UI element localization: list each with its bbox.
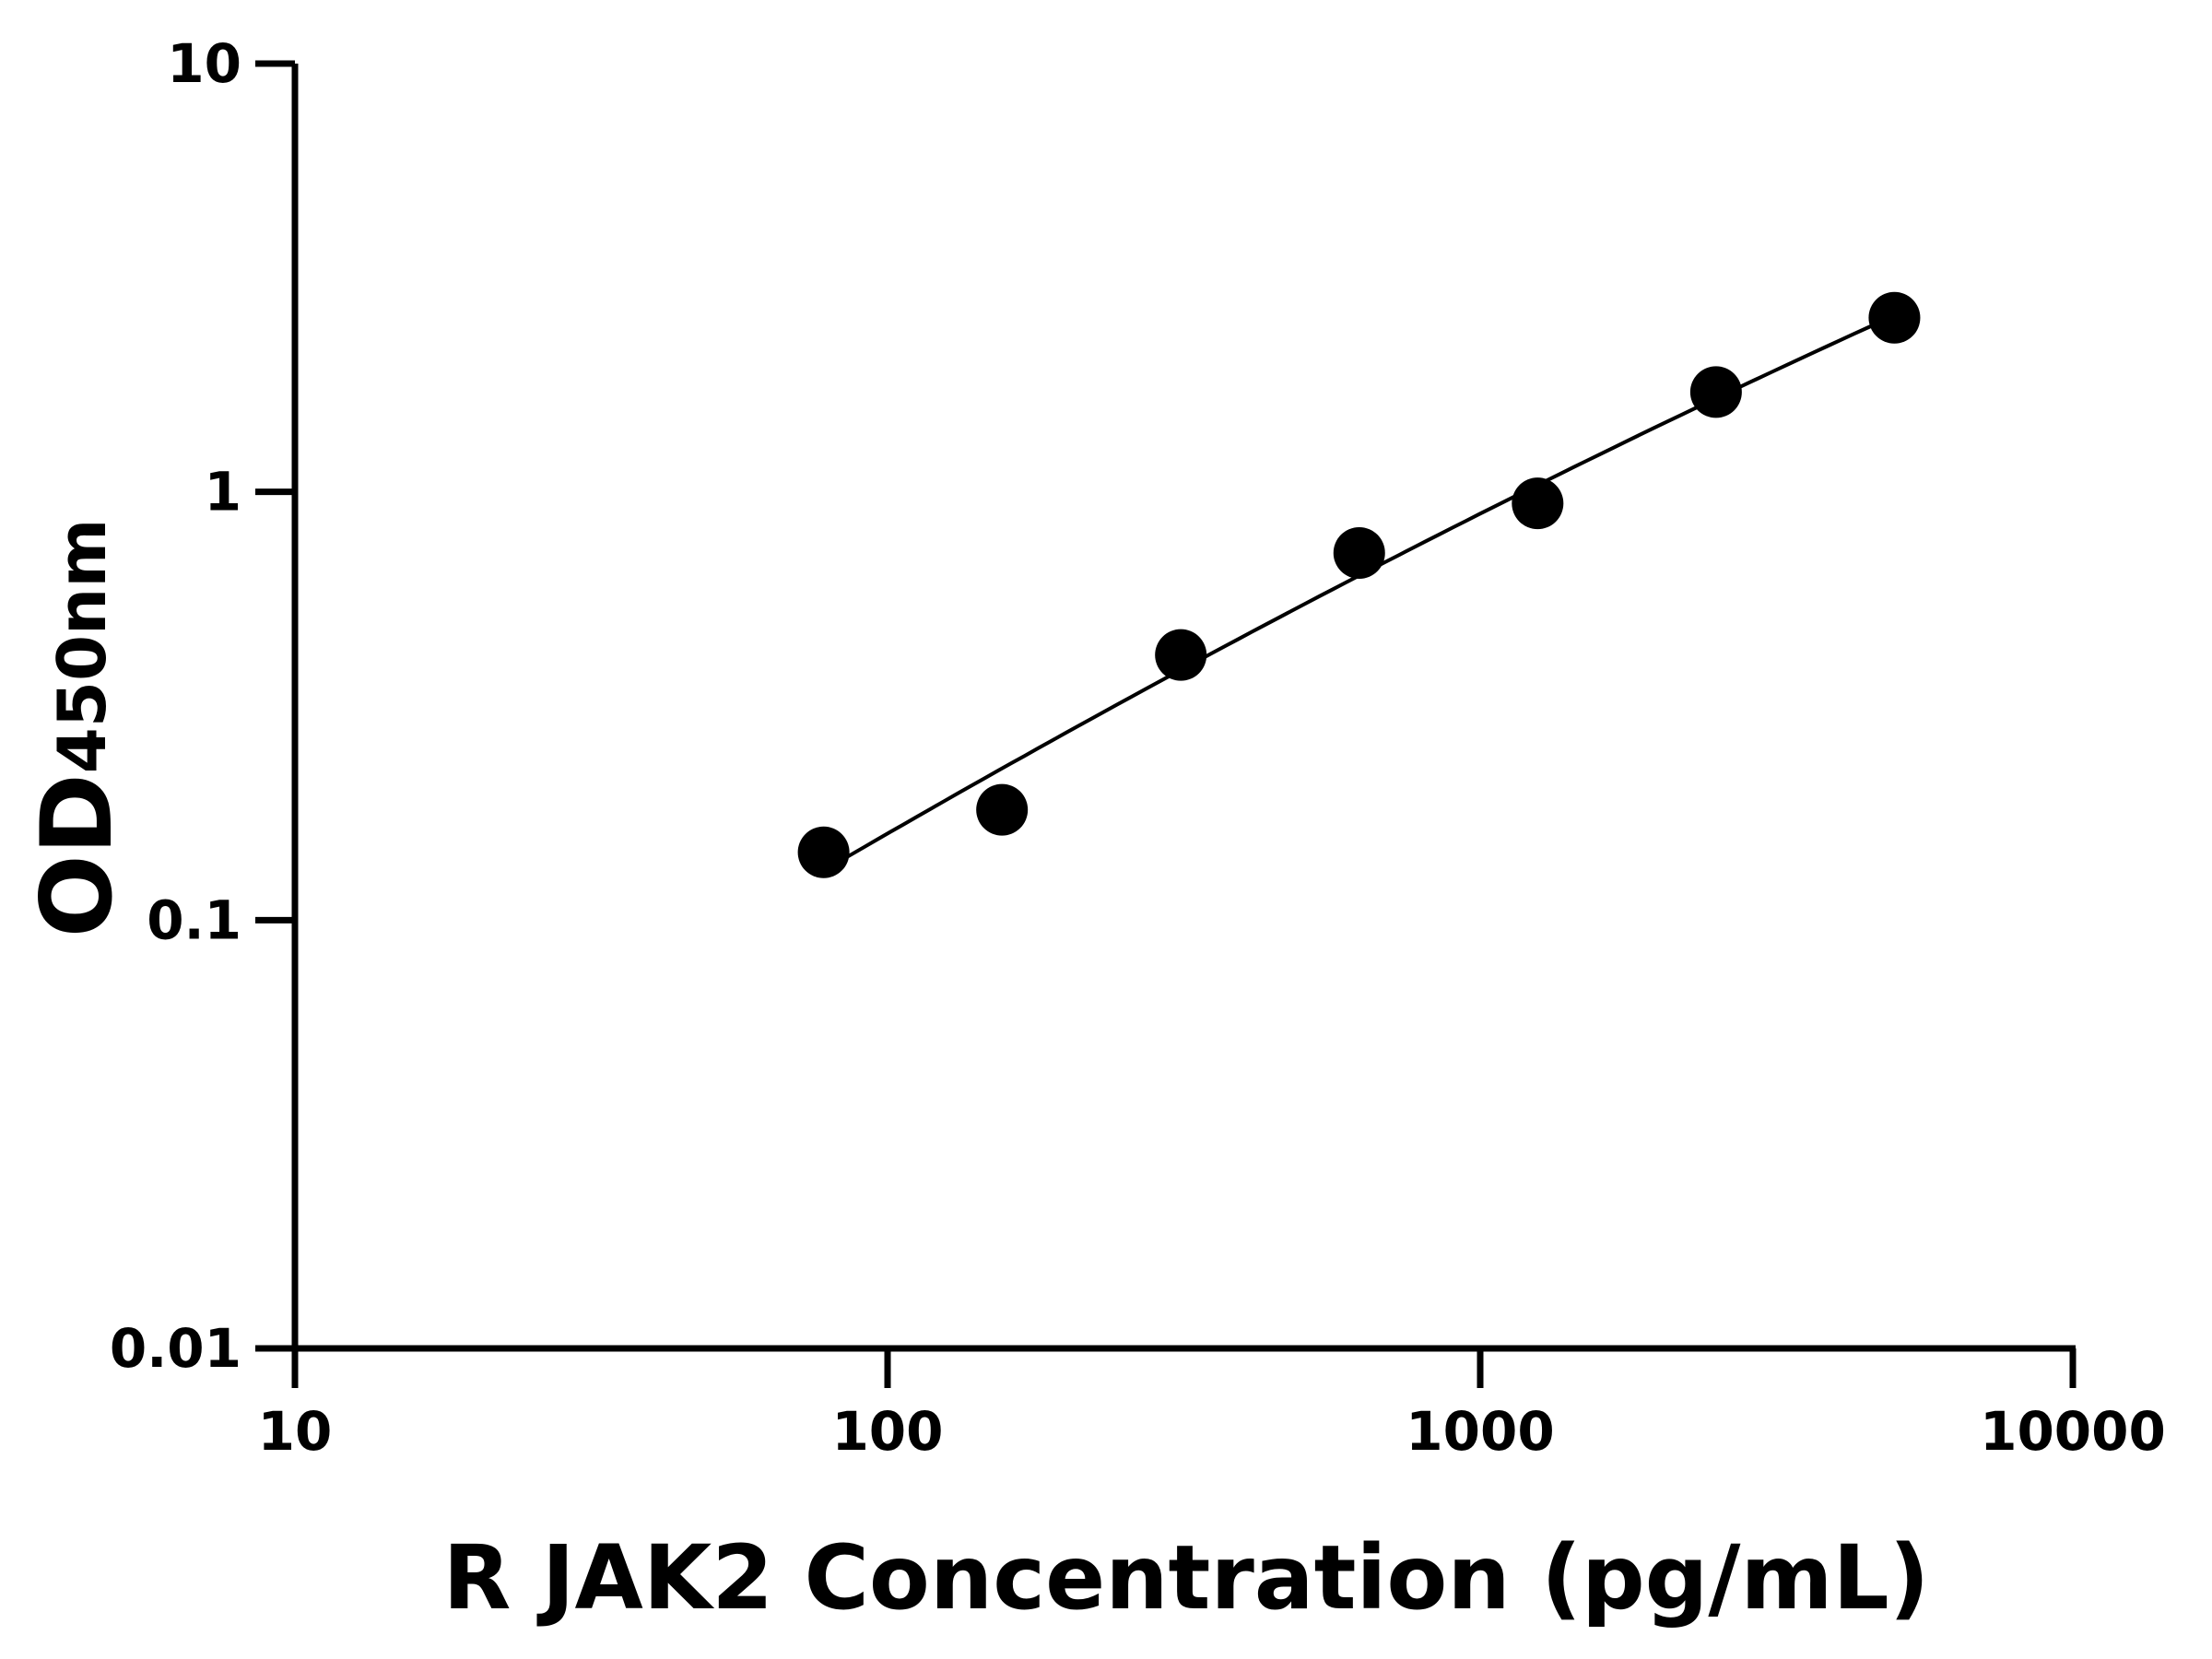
y-axis-title-main: OD [20, 773, 134, 937]
x-tick-label: 10000 [1980, 1400, 2166, 1463]
y-tick-label: 0.1 [147, 888, 241, 951]
data-point [797, 826, 850, 878]
y-tick-label: 1 [205, 461, 241, 524]
axes [291, 64, 2076, 1352]
y-axis-title: OD450nm [20, 519, 134, 938]
x-tick-label: 100 [831, 1400, 943, 1463]
data-point [976, 783, 1029, 836]
data-point [1155, 629, 1207, 681]
data-point [1689, 366, 1742, 418]
data-point [1868, 291, 1921, 344]
x-tick-label: 10 [258, 1400, 333, 1463]
y-axis-title-sub: 450nm [43, 519, 121, 774]
ticks: 10 100 1000 10000 0.01 0.1 1 10 [110, 32, 2166, 1463]
data-point [1512, 477, 1564, 530]
x-axis-title: R JAK2 Concentration (pg/mL) [442, 1526, 1929, 1630]
x-tick-label: 1000 [1406, 1400, 1554, 1463]
data-points [797, 291, 1921, 878]
data-point [1333, 526, 1385, 579]
y-tick-label: 10 [167, 32, 241, 95]
y-tick-label: 0.01 [110, 1317, 241, 1380]
